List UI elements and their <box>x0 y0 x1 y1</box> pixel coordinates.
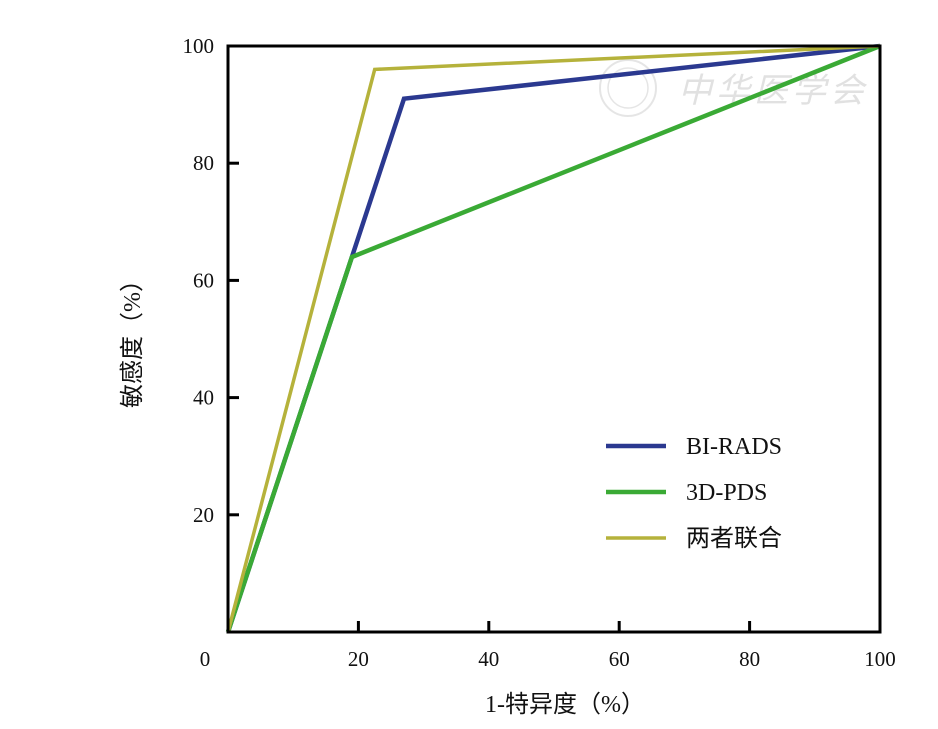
x-tick-label-0: 0 <box>200 647 211 671</box>
x-tick-label-4: 80 <box>739 647 760 671</box>
y-axis-title: 敏感度（%） <box>119 268 146 408</box>
y-tick-label-4: 100 <box>183 34 215 58</box>
legend-label-1: 3D-PDS <box>686 480 767 506</box>
y-tick-label-1: 40 <box>193 386 214 410</box>
series-group <box>225 43 881 633</box>
y-tick-label-2: 60 <box>193 268 214 292</box>
x-tick-label-1: 20 <box>348 647 369 671</box>
y-tick-label-0: 20 <box>193 503 214 527</box>
watermark-seal-icon <box>599 59 657 117</box>
ticks-group: 0 20 40 60 80 100 20 40 60 80 100 <box>183 34 896 671</box>
x-tick-label-3: 60 <box>609 647 630 671</box>
y-tick-label-3: 80 <box>193 151 214 175</box>
watermark-seal-inner-icon <box>607 67 649 109</box>
plot-frame <box>226 44 882 634</box>
series-line-1 <box>225 43 881 633</box>
x-tick-label-2: 40 <box>478 647 499 671</box>
legend: BI-RADS 3D-PDS 两者联合 <box>606 434 782 552</box>
x-tick-label-5: 100 <box>864 647 896 671</box>
legend-label-0: BI-RADS <box>686 434 782 460</box>
x-axis-title: 1-特异度（%） <box>485 691 645 718</box>
legend-label-2: 两者联合 <box>686 525 782 552</box>
series-line-2 <box>226 44 881 633</box>
